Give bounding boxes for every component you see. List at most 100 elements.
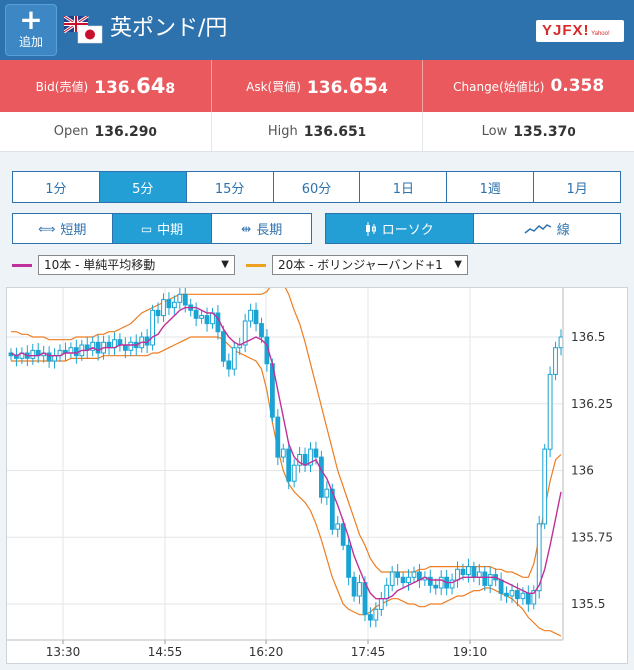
brand-logo: YJFX! Yahoo! <box>536 20 624 42</box>
candle-body <box>509 590 515 597</box>
candle-body <box>199 315 204 319</box>
ask-label: Ask(買値) <box>246 79 301 94</box>
tab-short-term[interactable]: ⟺ 短期 <box>13 214 113 243</box>
currency-flags-icon <box>64 16 103 44</box>
candle-body <box>515 590 520 600</box>
moving-average-line <box>10 306 562 600</box>
candle-body <box>482 571 488 586</box>
pair-title: 英ポンド/円 <box>110 16 228 41</box>
candle-body <box>221 331 226 362</box>
bollinger-lower-line <box>11 336 562 637</box>
timeframe-tabs: 1分 5分 15分 60分 1日 1週 1月 <box>12 171 621 203</box>
y-tick-label: 136 <box>571 464 594 478</box>
tab-1week[interactable]: 1週 <box>447 172 535 202</box>
tab-candlestick[interactable]: ローソク <box>326 214 474 243</box>
price-chart[interactable]: 136.5 136.25 136 135.75 135.5 13:30 14:55 16:20… <box>6 287 628 664</box>
candle-body <box>302 454 308 466</box>
tab-mid-term[interactable]: ▭ 中期 <box>112 214 213 243</box>
tab-1min[interactable]: 1分 <box>13 172 100 202</box>
chart-canvas: 136.5 136.25 136 135.75 135.5 13:30 14:55 16:20… <box>7 288 613 659</box>
tab-1day[interactable]: 1日 <box>360 172 448 202</box>
candle-body <box>95 341 101 354</box>
candle-body <box>471 566 477 578</box>
candle-body <box>242 320 248 346</box>
change-label: Change(始値比) <box>453 79 545 94</box>
candle-body <box>498 579 504 594</box>
candle-body <box>389 571 395 586</box>
candle-body <box>553 347 558 375</box>
tab-1month[interactable]: 1月 <box>566 181 588 197</box>
x-tick-label: 14:55 <box>148 645 183 659</box>
candle-body <box>226 360 232 370</box>
ma-select[interactable]: 10本 - 単純平均移動 ▼ <box>38 255 235 275</box>
plus-icon: + <box>19 3 43 36</box>
candle-body <box>324 488 330 498</box>
low-value: 135.370 <box>513 123 576 140</box>
tab-60min[interactable]: 60分 <box>274 172 361 202</box>
candle-body <box>378 598 384 610</box>
add-button-label: 追加 <box>18 35 43 49</box>
candle-body <box>525 592 531 605</box>
candle-body <box>150 309 155 346</box>
candle-body <box>106 341 112 349</box>
y-tick-label: 135.75 <box>571 530 613 544</box>
candle-body <box>504 592 509 597</box>
open-label: Open <box>53 124 89 139</box>
bid-value: 136.648 <box>94 74 176 98</box>
candle-body <box>340 523 346 546</box>
tab-5min[interactable]: 5分 <box>99 172 187 202</box>
open-value: 136.290 <box>94 123 157 140</box>
candle-body <box>542 448 548 525</box>
candle-body <box>558 336 564 349</box>
bb-indicator: 20本 - ボリンジャーバンド+1 ▼ <box>246 254 468 276</box>
line-chart-icon <box>524 223 552 234</box>
tab-long-term[interactable]: ⇹ 長期 <box>241 221 283 239</box>
ma-indicator: 10本 - 単純平均移動 ▼ <box>12 254 235 276</box>
candle-body <box>400 576 406 584</box>
candle-body <box>166 299 172 309</box>
candle-body <box>362 582 368 616</box>
chevron-down-icon: ▼ <box>221 259 229 270</box>
candle-body <box>406 576 411 584</box>
tab-line-chart[interactable]: 線 <box>474 214 621 243</box>
range-tabs: ⟺ 短期 ▭ 中期 ⇹ 長期 <box>12 213 312 244</box>
candle-body <box>536 523 542 592</box>
candle-body <box>487 574 493 586</box>
high-stat: High 136.651 <box>212 112 424 151</box>
candle-body <box>433 584 439 589</box>
candle-body <box>291 464 297 482</box>
candlestick-icon <box>365 221 376 236</box>
candle-body <box>313 448 319 458</box>
candle-body <box>427 576 433 586</box>
candle-body <box>177 293 183 303</box>
candle-body <box>329 488 335 530</box>
bid-quote: Bid(売値) 136.648 <box>0 60 212 112</box>
candle-body <box>384 584 390 600</box>
x-tick-label: 17:45 <box>351 645 386 659</box>
candle-body <box>123 344 128 351</box>
candle-body <box>308 448 313 466</box>
x-tick-label: 19:10 <box>453 645 488 659</box>
ohl-bar: Open 136.290 High 136.651 Low 135.370 <box>0 112 634 152</box>
candle-body <box>275 416 281 458</box>
add-button[interactable]: + 追加 <box>5 4 57 56</box>
candle-body <box>373 608 379 621</box>
low-stat: Low 135.370 <box>423 112 634 151</box>
candle-body <box>68 347 74 354</box>
candle-body <box>466 566 471 576</box>
candle-body <box>411 571 417 578</box>
candle-body <box>30 349 36 359</box>
candle-body <box>460 568 466 576</box>
candle-body <box>46 352 52 362</box>
y-tick-label: 135.5 <box>571 597 605 611</box>
tab-15min[interactable]: 15分 <box>187 172 274 202</box>
candle-body <box>520 592 526 600</box>
candle-body <box>204 315 210 325</box>
high-value: 136.651 <box>303 123 367 140</box>
candle-body <box>52 355 58 362</box>
bb-select[interactable]: 20本 - ボリンジャーバンド+1 ▼ <box>272 255 468 275</box>
x-tick-label: 13:30 <box>46 645 81 659</box>
candle-body <box>280 448 286 458</box>
candle-body <box>259 323 264 338</box>
candle-body <box>155 309 161 317</box>
